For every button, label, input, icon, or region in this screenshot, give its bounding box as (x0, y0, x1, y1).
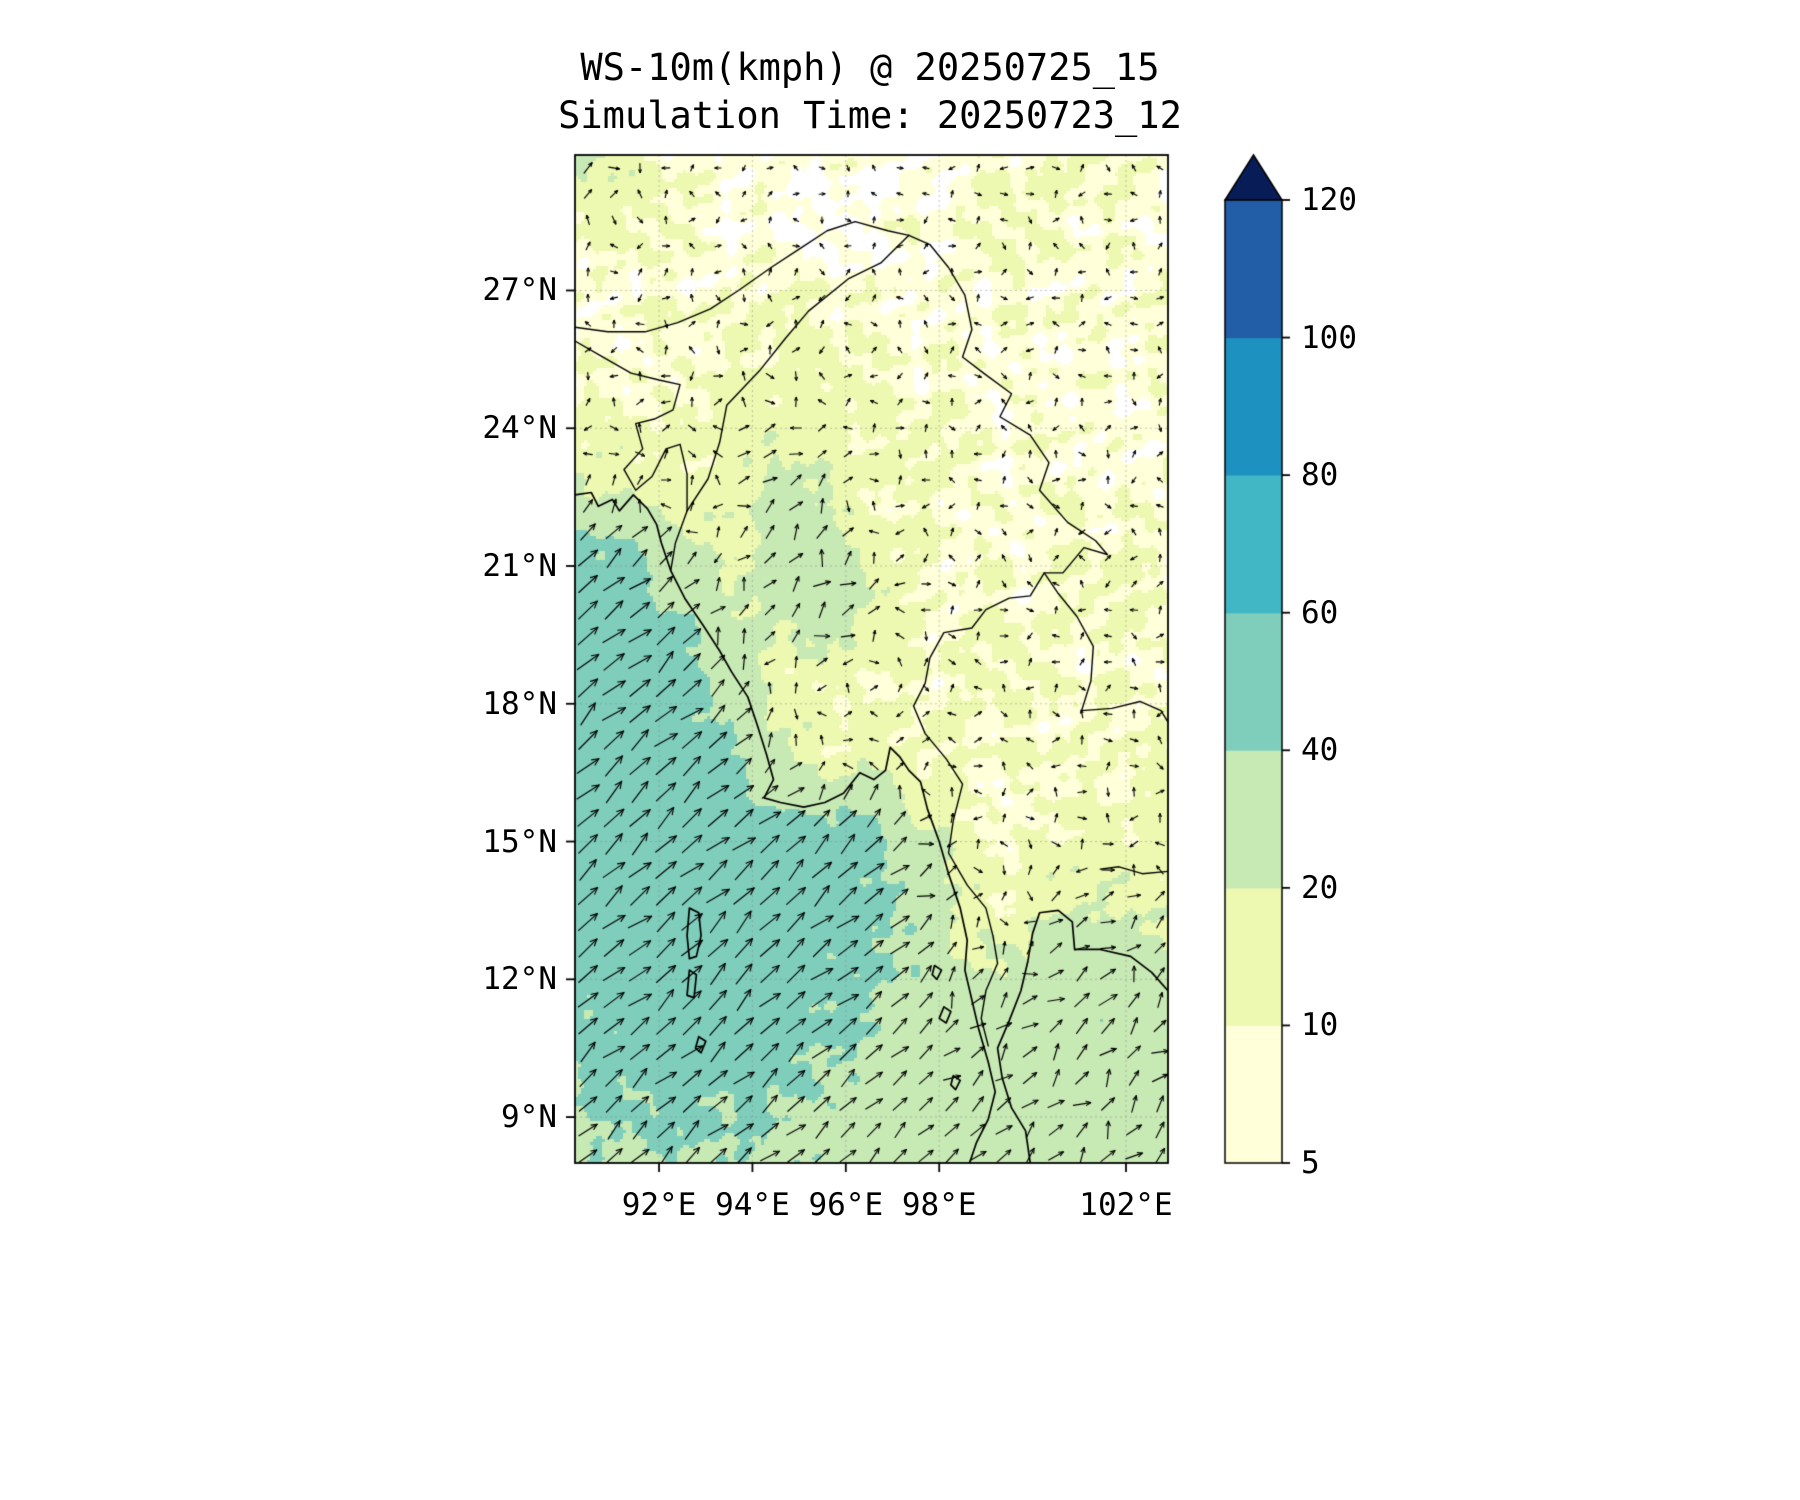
colorbar-tick-label: 100 (1301, 319, 1357, 356)
colorbar-tick-label: 5 (1301, 1145, 1320, 1181)
colorbar-tick-label: 60 (1301, 594, 1339, 631)
colorbar-tick-label: 20 (1301, 869, 1339, 906)
x-tick-label: 98°E (901, 1187, 977, 1223)
x-tick-label: 102°E (1079, 1187, 1173, 1223)
figure-title: WS-10m(kmph) @ 20250725_15 Simulation Ti… (420, 44, 1320, 140)
y-tick-label: 18°N (482, 685, 557, 722)
x-tick-label: 96°E (808, 1187, 884, 1223)
colorbar-canvas (1215, 148, 1305, 1183)
colorbar-tick-label: 80 (1301, 457, 1339, 494)
colorbar-tick-label: 10 (1301, 1007, 1339, 1044)
x-tick-label: 94°E (715, 1187, 790, 1223)
y-tick-label: 15°N (482, 823, 557, 860)
y-tick-label: 12°N (482, 961, 557, 998)
x-tick-label: 92°E (621, 1187, 697, 1223)
y-tick-label: 27°N (482, 272, 557, 309)
figure-title-line2: Simulation Time: 20250723_12 (558, 94, 1182, 137)
colorbar-tick-label: 120 (1301, 182, 1357, 218)
map-canvas (555, 150, 1205, 1195)
y-tick-label: 21°N (482, 548, 557, 584)
y-tick-label: 9°N (501, 1099, 557, 1136)
colorbar-tick-label: 40 (1301, 732, 1339, 769)
y-tick-label: 24°N (482, 410, 557, 447)
figure-title-line1: WS-10m(kmph) @ 20250725_15 (580, 46, 1160, 89)
